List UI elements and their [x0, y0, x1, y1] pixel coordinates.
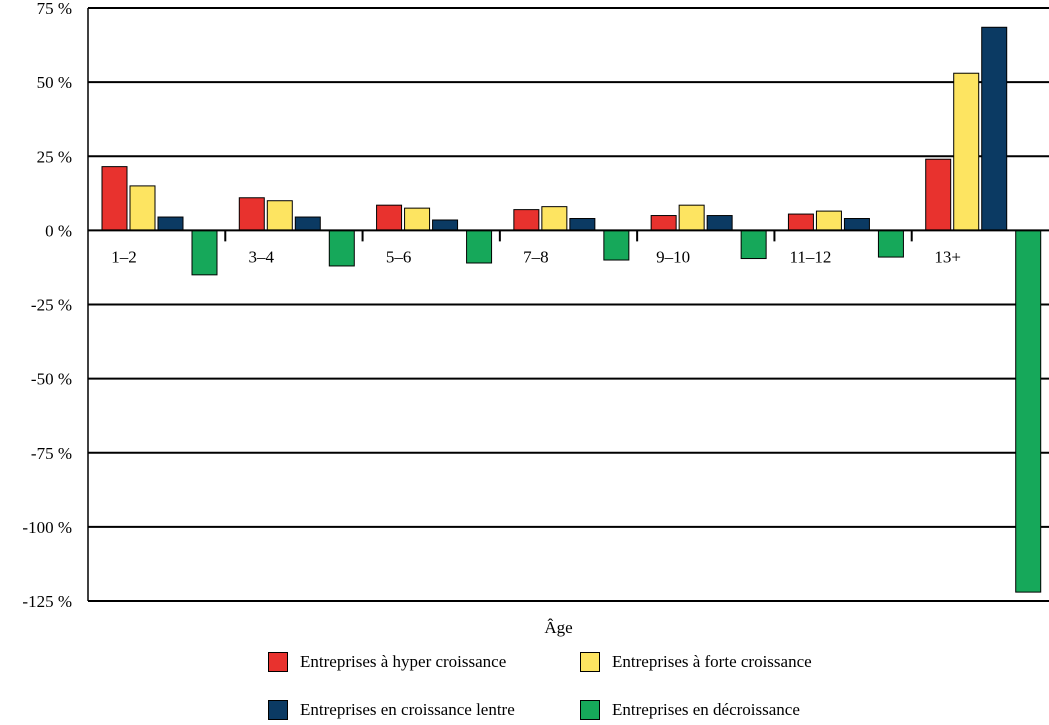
legend-item-hyper: Entreprises à hyper croissance — [268, 652, 506, 672]
bar — [191, 229, 218, 276]
bar — [953, 72, 980, 231]
y-tick-label: -75 % — [31, 444, 72, 463]
bar — [266, 200, 293, 231]
bar — [404, 207, 431, 231]
bar — [877, 229, 904, 258]
legend-label-lente: Entreprises en croissance lentre — [300, 700, 515, 719]
bar — [603, 229, 630, 261]
x-tick-label: 13+ — [934, 247, 961, 266]
x-tick-label: 7–8 — [523, 247, 549, 266]
bar — [678, 204, 705, 231]
y-tick-label: -50 % — [31, 370, 72, 389]
bar — [328, 229, 355, 267]
bar — [376, 204, 403, 231]
x-tick-label: 5–6 — [386, 247, 412, 266]
bar — [650, 215, 677, 231]
x-tick-label: 9–10 — [656, 247, 690, 266]
legend-label-hyper: Entreprises à hyper croissance — [300, 652, 507, 671]
bar — [815, 210, 842, 231]
y-tick-label: 75 % — [37, 0, 72, 18]
x-tick-label: 3–4 — [249, 247, 275, 266]
bar — [569, 218, 596, 231]
x-tick-label: 1–2 — [111, 247, 137, 266]
bar — [157, 216, 184, 231]
x-axis-label: Âge — [544, 618, 573, 637]
legend-swatch-hyper — [268, 652, 288, 672]
bar — [787, 213, 814, 231]
legend-swatch-lente — [268, 700, 288, 720]
legend-label-decroissance: Entreprises en décroissance — [612, 700, 800, 719]
bar — [129, 185, 156, 231]
legend-item-decroissance: Entreprises en décroissance — [580, 700, 800, 720]
bar — [432, 219, 459, 231]
x-tick-label: 11–12 — [789, 247, 831, 266]
y-tick-label: 50 % — [37, 73, 72, 92]
legend-swatch-decroissance — [580, 700, 600, 720]
bar — [541, 206, 568, 231]
chart-plot: 75 % 50 % 25 % 0 % -25 % -50 % -75 % -100 % -125… — [22, 0, 1049, 611]
y-tick-label: 25 % — [37, 147, 72, 166]
legend-item-lente: Entreprises en croissance lentre — [268, 700, 515, 720]
bar — [238, 197, 265, 231]
bar — [740, 229, 767, 260]
legend-item-forte: Entreprises à forte croissance — [580, 652, 812, 672]
bar — [706, 215, 733, 231]
legend-swatch-forte — [580, 652, 600, 672]
bar — [466, 229, 493, 264]
bar — [513, 209, 540, 231]
y-tick-label: 0 % — [45, 221, 72, 240]
y-tick-label: -25 % — [31, 296, 72, 315]
y-tick-label: -125 % — [22, 592, 72, 611]
legend-label-forte: Entreprises à forte croissance — [612, 652, 812, 671]
bar — [101, 166, 128, 231]
bar — [925, 158, 952, 231]
bar — [981, 26, 1008, 231]
bar — [294, 216, 321, 231]
bar — [843, 218, 870, 231]
bar — [1015, 229, 1042, 593]
y-tick-label: -100 % — [22, 518, 72, 537]
